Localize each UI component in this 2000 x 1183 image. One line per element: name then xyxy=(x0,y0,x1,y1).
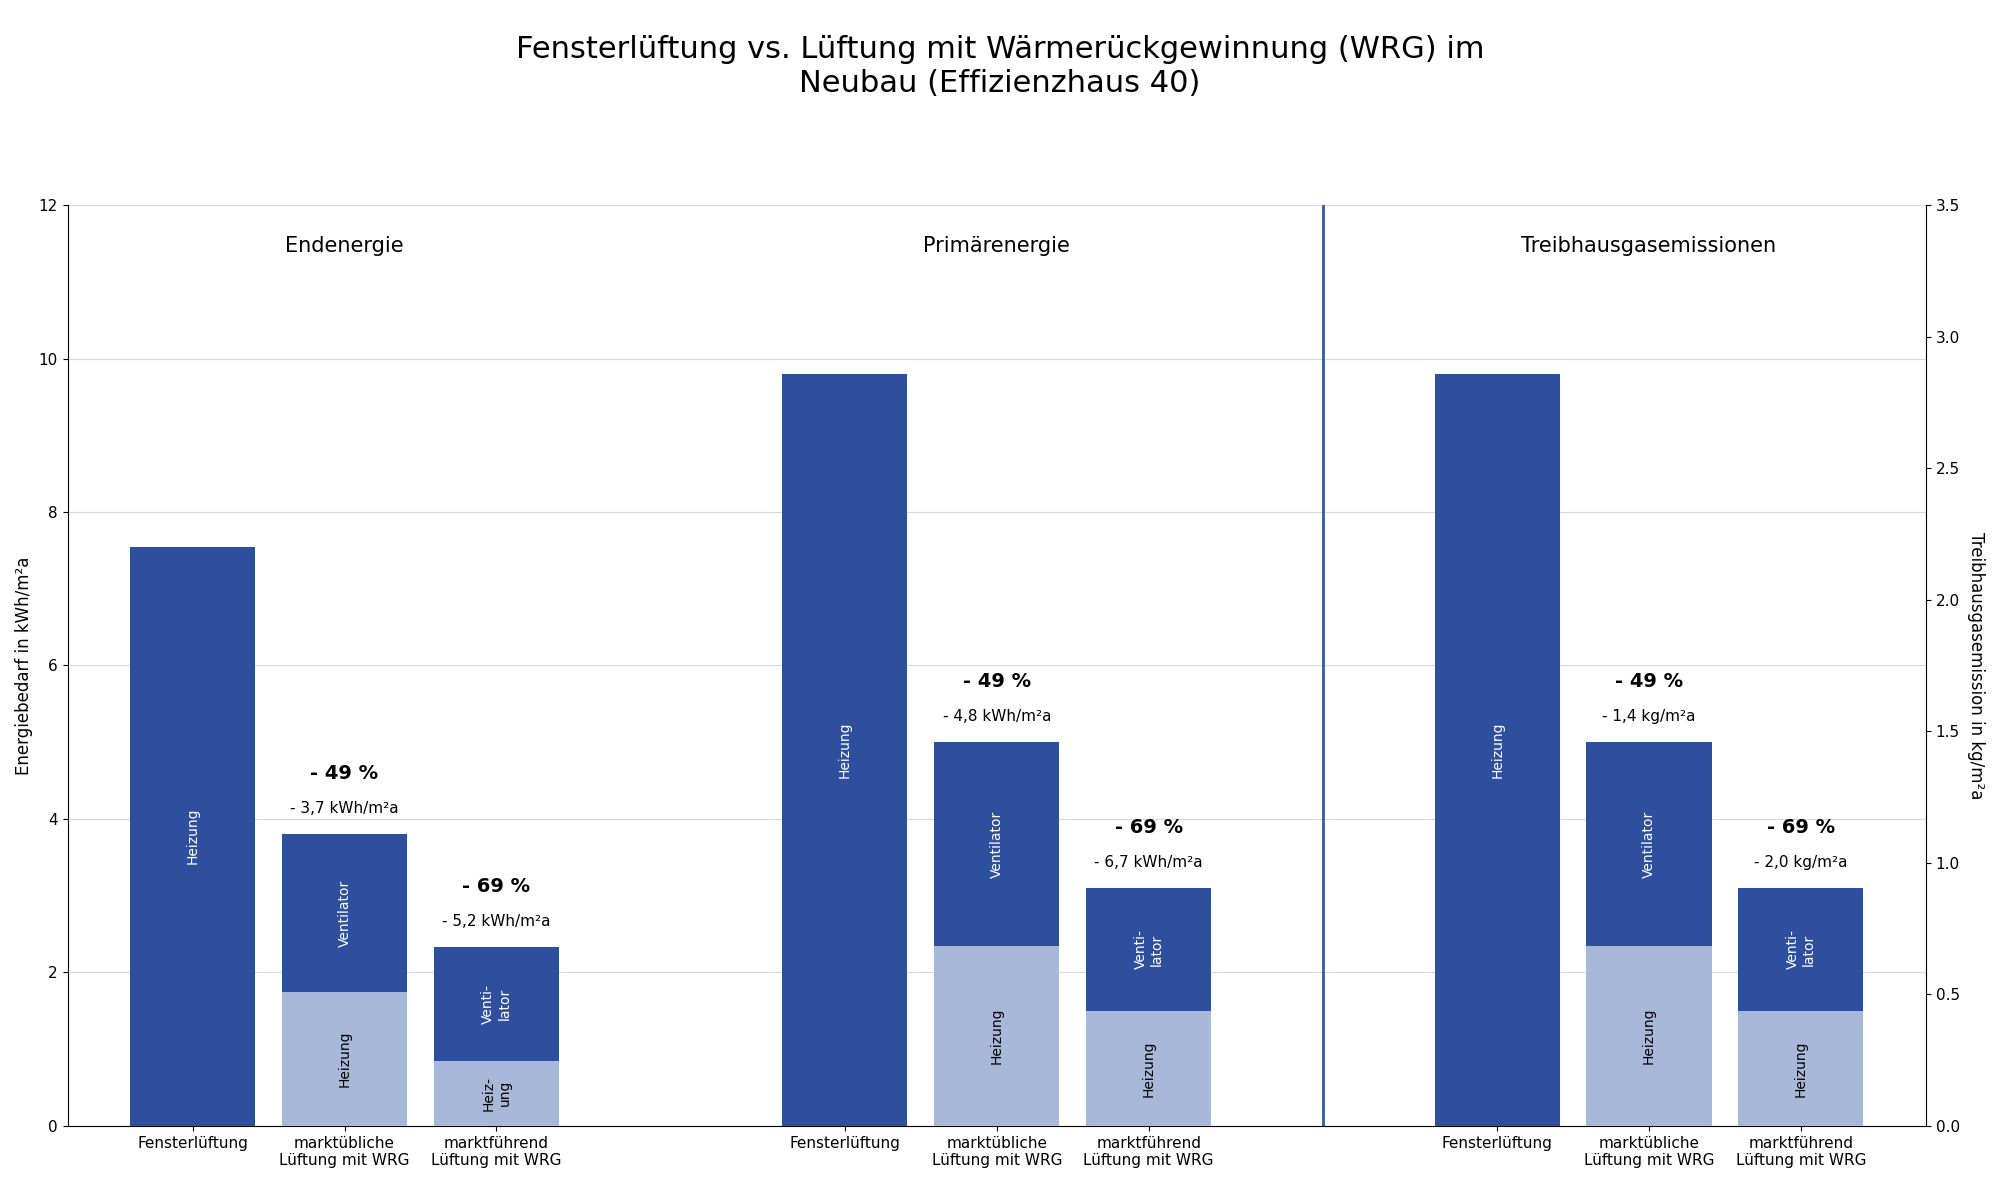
Y-axis label: Treibhausgasemission in kg/m²a: Treibhausgasemission in kg/m²a xyxy=(1968,532,1984,800)
Bar xyxy=(782,374,908,1126)
Bar xyxy=(1086,1010,1212,1126)
Text: Heiz-
ung: Heiz- ung xyxy=(482,1075,512,1111)
Text: - 1,4 kg/m²a: - 1,4 kg/m²a xyxy=(1602,709,1696,724)
Text: - 2,0 kg/m²a: - 2,0 kg/m²a xyxy=(1754,854,1848,870)
Bar xyxy=(1434,374,1560,1126)
Y-axis label: Energiebedarf in kWh/m²a: Energiebedarf in kWh/m²a xyxy=(14,556,32,775)
Bar xyxy=(282,991,408,1126)
Bar xyxy=(1738,1010,1864,1126)
Text: - 69 %: - 69 % xyxy=(1114,817,1182,836)
Text: Heizung: Heizung xyxy=(1642,1008,1656,1064)
Text: Ventilator: Ventilator xyxy=(338,879,352,946)
Text: Heizung: Heizung xyxy=(838,722,852,778)
Text: - 69 %: - 69 % xyxy=(462,877,530,896)
Text: - 6,7 kWh/m²a: - 6,7 kWh/m²a xyxy=(1094,854,1202,870)
Text: - 5,2 kWh/m²a: - 5,2 kWh/m²a xyxy=(442,913,550,929)
Text: - 49 %: - 49 % xyxy=(962,672,1030,691)
Text: Ventilator: Ventilator xyxy=(990,810,1004,878)
Text: Heizung: Heizung xyxy=(990,1008,1004,1064)
Text: Heizung: Heizung xyxy=(1794,1040,1808,1097)
Text: Primärenergie: Primärenergie xyxy=(924,235,1070,256)
Text: Ventilator: Ventilator xyxy=(1642,810,1656,878)
Text: - 4,8 kWh/m²a: - 4,8 kWh/m²a xyxy=(942,709,1052,724)
Bar xyxy=(130,547,256,1126)
Bar xyxy=(282,834,408,991)
Text: Heizung: Heizung xyxy=(1142,1040,1156,1097)
Text: Venti-
lator: Venti- lator xyxy=(1786,930,1816,969)
Text: Heizung: Heizung xyxy=(186,808,200,865)
Text: Venti-
lator: Venti- lator xyxy=(1134,930,1164,969)
Text: - 3,7 kWh/m²a: - 3,7 kWh/m²a xyxy=(290,801,398,816)
Text: Heizung: Heizung xyxy=(1490,722,1504,778)
Bar xyxy=(1738,888,1864,1010)
Bar xyxy=(934,742,1060,945)
Bar xyxy=(434,948,558,1061)
Text: Venti-
lator: Venti- lator xyxy=(482,984,512,1023)
Text: - 49 %: - 49 % xyxy=(310,764,378,783)
Bar xyxy=(434,1061,558,1126)
Text: Treibhausgasemissionen: Treibhausgasemissionen xyxy=(1522,235,1776,256)
Bar xyxy=(1586,742,1712,945)
Text: Endenergie: Endenergie xyxy=(286,235,404,256)
Text: - 69 %: - 69 % xyxy=(1766,817,1834,836)
Text: - 49 %: - 49 % xyxy=(1614,672,1684,691)
Text: Heizung: Heizung xyxy=(338,1030,352,1087)
Text: Fensterlüftung vs. Lüftung mit Wärmerückgewinnung (WRG) im
Neubau (Effizienzhaus: Fensterlüftung vs. Lüftung mit Wärmerück… xyxy=(516,35,1484,98)
Bar xyxy=(1086,888,1212,1010)
Bar xyxy=(1586,945,1712,1126)
Bar xyxy=(934,945,1060,1126)
